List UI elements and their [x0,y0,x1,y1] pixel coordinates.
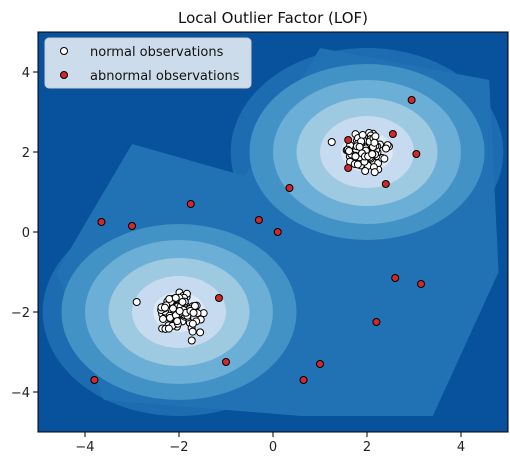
normal-point [187,336,196,345]
y-tick-label: −2 [11,306,30,321]
normal-point [159,314,168,323]
normal-point [175,307,184,316]
normal-point [380,154,389,163]
normal-point [370,168,379,177]
normal-point [345,147,354,156]
abnormal-point [391,274,400,282]
normal-point [171,293,180,302]
normal-point [196,328,205,337]
legend-abnormal-marker [60,71,68,79]
abnormal-point [299,376,308,384]
x-tick-label: −2 [169,440,188,455]
abnormal-point [344,164,353,172]
normal-point [370,138,379,147]
axes: −4 −2 0 2 4 −4 −2 0 2 4 [11,66,465,455]
scatter-marks [90,96,426,384]
outlier-score-contours [38,32,508,432]
normal-point [353,160,362,169]
normal-point [132,298,141,306]
normal-point [188,327,197,336]
y-tick-label: 4 [22,66,30,81]
normal-point [165,294,174,303]
legend-box [44,37,252,89]
normal-point [358,131,367,140]
normal-point [160,303,169,312]
normal-point [173,317,182,326]
x-tick-label: 0 [269,440,277,455]
abnormal-point [285,184,294,192]
abnormal-point [412,150,421,158]
legend-abnormal-label: abnormal observations [90,69,240,84]
normal-point [355,142,364,151]
abnormal-point [407,96,416,104]
y-tick-label: 0 [22,226,30,241]
abnormal-point [417,280,426,288]
x-tick-label: 4 [457,440,465,455]
y-tick-label: 2 [22,146,30,161]
abnormal-point [372,318,381,326]
normal-point [361,167,370,176]
abnormal-point [254,216,263,224]
legend-normal-marker [60,47,68,55]
normal-point [164,324,173,333]
normal-point [371,132,380,141]
normal-point [327,138,336,146]
abnormal-point [128,222,136,230]
x-tick-label: −4 [75,440,94,455]
abnormal-point [381,180,390,188]
abnormal-point [273,228,282,236]
normal-point [381,144,390,153]
normal-point [178,297,187,306]
abnormal-point [90,376,99,384]
legend-normal-label: normal observations [90,45,224,60]
abnormal-point [186,200,195,208]
abnormal-point [388,130,397,138]
abnormal-point [97,218,106,226]
abnormal-point [344,136,353,144]
normal-point [188,319,197,328]
y-tick-label: −4 [11,386,30,401]
normal-point [368,150,377,159]
abnormal-point [222,358,230,366]
normal-point [351,152,360,161]
normal-point [189,308,198,317]
normal-point [169,304,178,313]
abnormal-point [316,360,324,368]
chart-title: Local Outlier Factor (LOF) [178,9,368,27]
x-tick-label: 2 [363,440,371,455]
legend: normal observations abnormal observation… [44,37,252,89]
abnormal-point [214,294,223,302]
plot-area [38,32,508,432]
